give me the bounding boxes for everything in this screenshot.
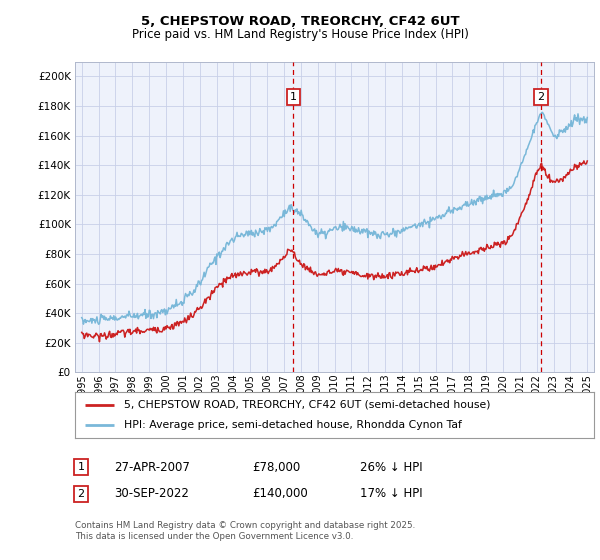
Text: Contains HM Land Registry data © Crown copyright and database right 2025.
This d: Contains HM Land Registry data © Crown c… xyxy=(75,521,415,540)
Text: 1: 1 xyxy=(77,462,85,472)
Text: 26% ↓ HPI: 26% ↓ HPI xyxy=(360,460,422,474)
Text: 17% ↓ HPI: 17% ↓ HPI xyxy=(360,487,422,501)
Text: 2: 2 xyxy=(77,489,85,499)
Text: 5, CHEPSTOW ROAD, TREORCHY, CF42 6UT (semi-detached house): 5, CHEPSTOW ROAD, TREORCHY, CF42 6UT (se… xyxy=(124,400,491,410)
Text: 5, CHEPSTOW ROAD, TREORCHY, CF42 6UT: 5, CHEPSTOW ROAD, TREORCHY, CF42 6UT xyxy=(140,15,460,28)
Text: £140,000: £140,000 xyxy=(252,487,308,501)
Text: £78,000: £78,000 xyxy=(252,460,300,474)
Text: 30-SEP-2022: 30-SEP-2022 xyxy=(114,487,189,501)
Text: 2: 2 xyxy=(538,92,544,102)
Text: 27-APR-2007: 27-APR-2007 xyxy=(114,460,190,474)
Text: 1: 1 xyxy=(290,92,297,102)
Text: HPI: Average price, semi-detached house, Rhondda Cynon Taf: HPI: Average price, semi-detached house,… xyxy=(124,420,462,430)
Text: Price paid vs. HM Land Registry's House Price Index (HPI): Price paid vs. HM Land Registry's House … xyxy=(131,28,469,41)
